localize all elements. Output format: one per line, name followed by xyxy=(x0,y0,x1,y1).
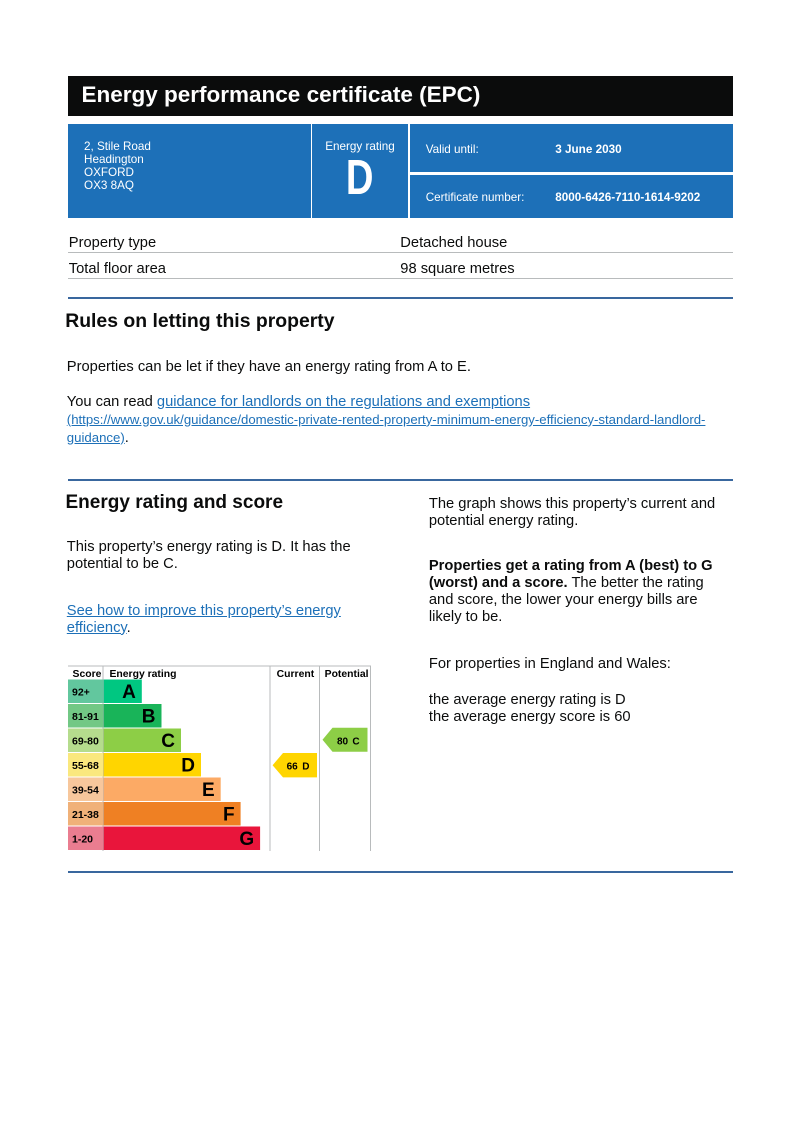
svg-text:E: E xyxy=(202,780,215,801)
svg-text:1-20: 1-20 xyxy=(72,834,93,846)
svg-text:21-38: 21-38 xyxy=(72,809,99,821)
svg-text:G: G xyxy=(239,829,254,850)
svg-text:F: F xyxy=(223,805,235,826)
svg-text:39-54: 39-54 xyxy=(72,785,99,797)
svg-text:D: D xyxy=(302,762,309,773)
svg-text:80: 80 xyxy=(337,737,349,748)
svg-text:66: 66 xyxy=(287,762,299,773)
svg-text:Energy rating: Energy rating xyxy=(110,669,177,680)
svg-text:C: C xyxy=(352,737,359,748)
svg-text:92+: 92+ xyxy=(72,687,90,699)
svg-text:55-68: 55-68 xyxy=(72,760,99,772)
svg-text:Current: Current xyxy=(277,669,315,680)
svg-text:69-80: 69-80 xyxy=(72,736,99,748)
svg-text:Score: Score xyxy=(73,669,102,680)
svg-text:81-91: 81-91 xyxy=(72,711,99,723)
svg-text:C: C xyxy=(161,731,175,752)
svg-text:Potential: Potential xyxy=(325,669,369,680)
svg-text:A: A xyxy=(122,682,136,703)
svg-text:D: D xyxy=(181,756,195,777)
svg-text:B: B xyxy=(142,707,156,728)
